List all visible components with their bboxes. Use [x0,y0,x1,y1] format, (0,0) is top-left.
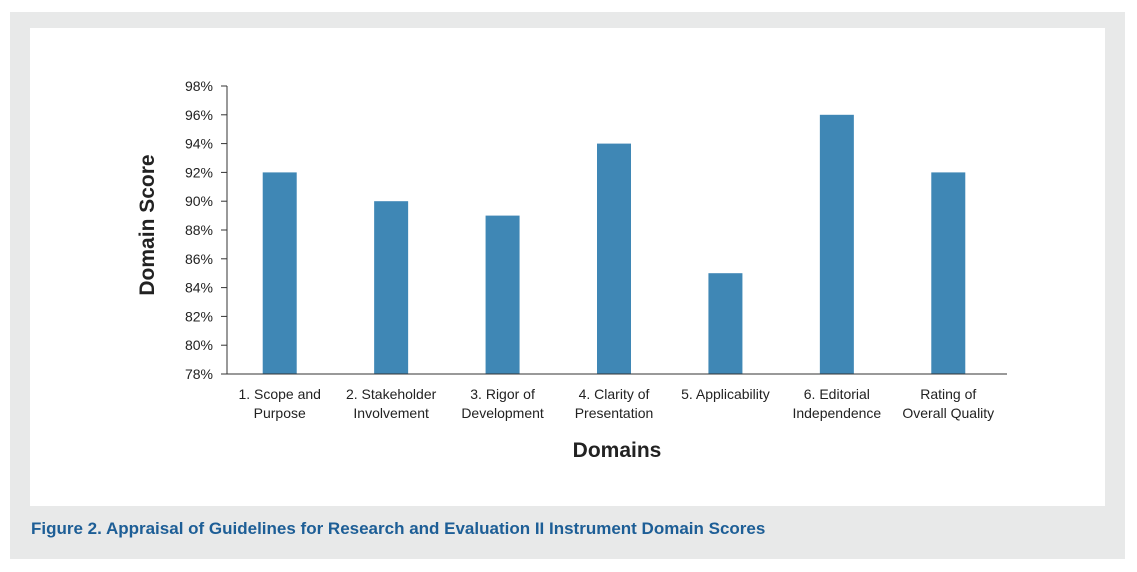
x-tick-label: 6. Editorial Independence [792,386,881,421]
y-tick-label: 92% [185,164,213,180]
bars [262,114,966,375]
figure-frame: 78% 80% 82% 84% 86% 88% 90% 92% 94% 96% 98% 1. Sco… [10,12,1125,559]
y-tick-label: 86% [185,251,213,267]
bar [262,172,297,374]
bar [708,273,743,374]
x-tick-label: 3. Rigor of Development [461,386,544,421]
y-tick-label: 80% [185,337,213,353]
y-tick-label: 84% [185,280,213,296]
bar [597,143,631,374]
x-axis-label: Domains [573,439,662,462]
y-tick-label: 88% [185,222,213,238]
x-tick-label: 1. Scope and Purpose [238,386,321,421]
y-tick-label: 90% [185,193,213,209]
bar [931,172,966,374]
bar [485,215,520,374]
bar [374,201,409,374]
figure-caption: Figure 2. Appraisal of Guidelines for Re… [31,519,766,538]
y-tick-label: 96% [185,107,213,123]
y-tick-label: 98% [185,78,213,94]
y-tick-label: 82% [185,308,213,324]
x-tick-label: Rating of Overall Quality [902,386,994,421]
bar-chart: 78% 80% 82% 84% 86% 88% 90% 92% 94% 96% 98% 1. Sco… [136,78,1007,462]
x-tick-label: 5. Applicability [681,386,770,402]
chart-panel: 78% 80% 82% 84% 86% 88% 90% 92% 94% 96% 98% 1. Sco… [30,28,1105,506]
x-axis: 1. Scope and Purpose 2. Stakeholder Involve… [227,373,1007,421]
y-tick-label: 78% [185,366,213,382]
y-axis: 78% 80% 82% 84% 86% 88% 90% 92% 94% 96% 98% [185,78,228,382]
y-axis-label: Domain Score [136,154,159,295]
x-tick-label: 2. Stakeholder Involvement [346,386,437,421]
y-tick-label: 94% [185,136,213,152]
x-tick-label: 4. Clarity of Presentation [575,386,654,421]
bar [819,114,854,375]
